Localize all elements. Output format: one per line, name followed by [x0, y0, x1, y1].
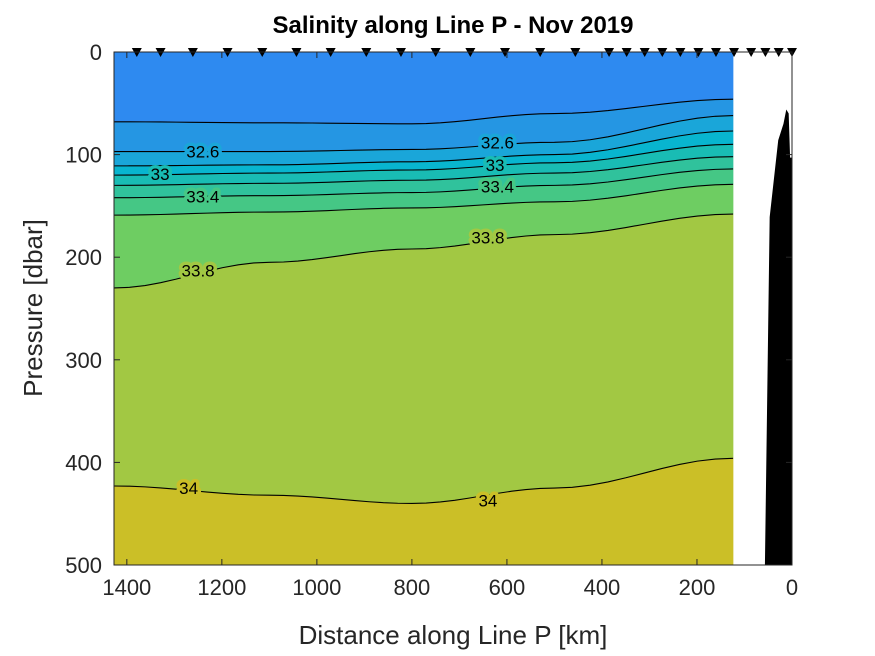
contour-line: [113, 143, 734, 176]
contour-label: 33.8: [182, 262, 215, 281]
contour-line: [114, 115, 734, 153]
chart-title: Salinity along Line P - Nov 2019: [273, 12, 634, 39]
contour-labels: 32.6 32.6 33 33 33.4 33.4 33.8 33.8 34 34: [147, 130, 517, 514]
contour-line: [113, 457, 734, 504]
x-tick-label: 600: [489, 575, 526, 600]
y-tick-label: 100: [65, 143, 102, 168]
contour-label: 32.6: [481, 133, 514, 152]
x-tick-label: 800: [394, 575, 431, 600]
y-axis-label: Pressure [dbar]: [18, 219, 48, 397]
y-tick-label: 400: [65, 450, 102, 475]
contour-line: [113, 213, 734, 289]
bathymetry: [764, 109, 792, 566]
contour-label: 33.8: [471, 229, 504, 248]
y-tick-label: 200: [65, 245, 102, 270]
contour-line: [113, 98, 734, 125]
y-ticks: 0 100 200 300 400 500: [65, 40, 792, 578]
x-axis-label: Distance along Line P [km]: [299, 620, 608, 650]
x-ticks: 1400 1200 1000 800 600 400 200 0: [102, 52, 798, 600]
contour-label: 33.4: [186, 188, 219, 207]
x-tick-label: 1400: [102, 575, 151, 600]
contour-line: [113, 183, 734, 216]
contour-line: [113, 130, 734, 167]
contour-label: 33.4: [481, 177, 514, 196]
contour-label: 32.6: [186, 143, 219, 162]
seafloor-shape: [764, 109, 792, 566]
x-tick-label: 200: [679, 575, 716, 600]
salinity-bands: [113, 51, 734, 566]
contour-label: 34: [478, 491, 497, 510]
x-tick-label: 0: [786, 575, 798, 600]
contour-lines: [113, 98, 734, 504]
contour-label: 33: [486, 156, 505, 175]
y-tick-label: 500: [65, 553, 102, 578]
y-tick-label: 300: [65, 348, 102, 373]
contour-line: [113, 168, 734, 199]
contour-label: 33: [151, 165, 170, 184]
x-tick-label: 1000: [292, 575, 341, 600]
x-tick-label: 1200: [197, 575, 246, 600]
y-tick-label: 0: [90, 40, 102, 65]
contour-label: 34: [179, 479, 198, 498]
plot-frame: [113, 51, 793, 566]
x-tick-label: 400: [584, 575, 621, 600]
contour-line: [113, 156, 734, 186]
